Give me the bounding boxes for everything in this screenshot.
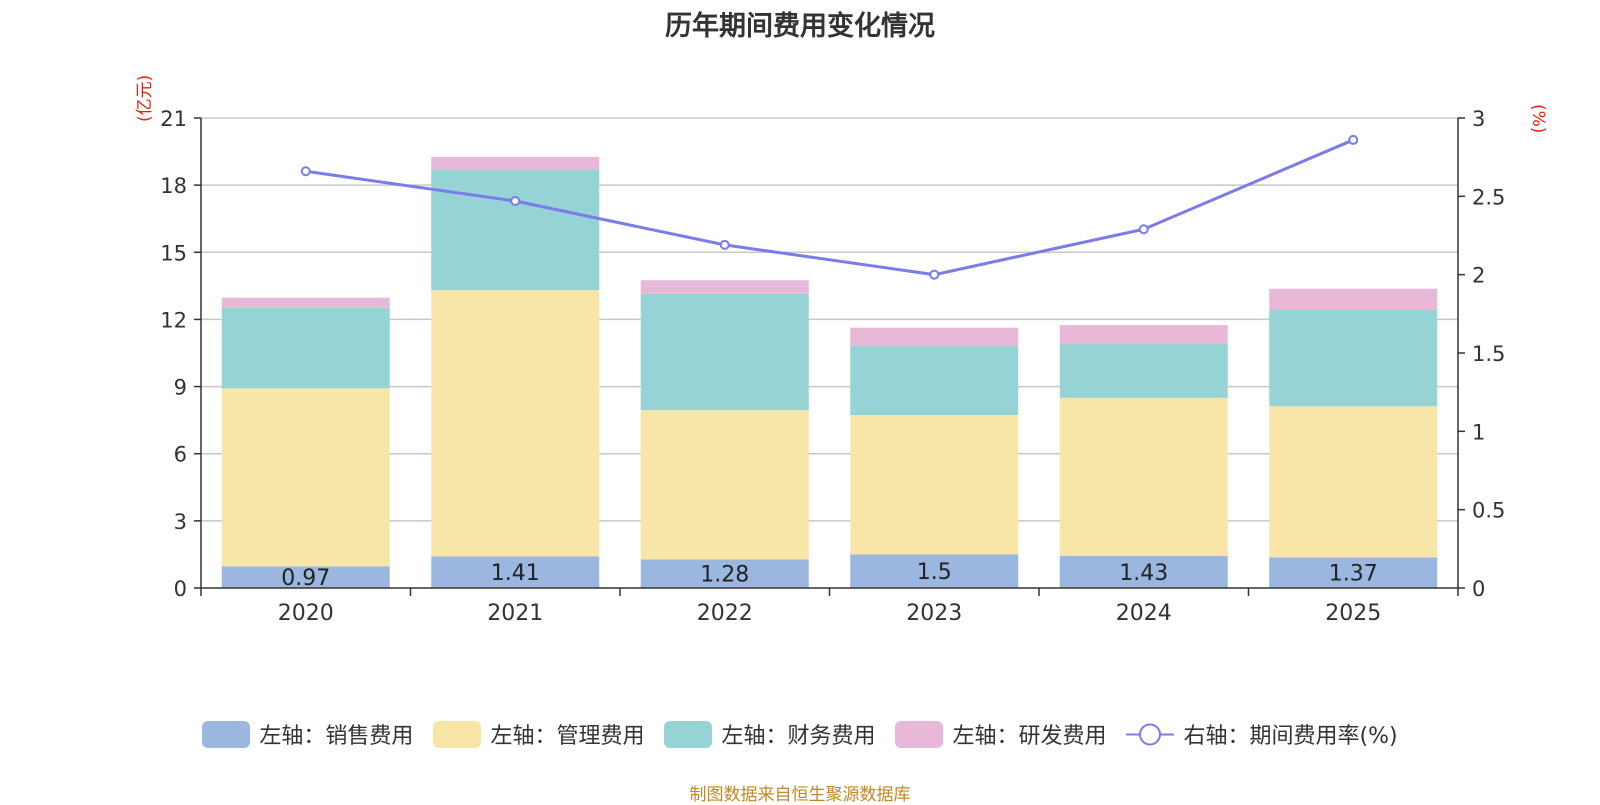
bar-segment <box>640 293 809 411</box>
bar-segment <box>640 559 809 588</box>
bar-segment <box>850 554 1019 588</box>
rate-point <box>300 166 311 177</box>
rate-point <box>1138 224 1149 235</box>
bar-segment <box>640 280 809 294</box>
bar-segment <box>1059 325 1228 345</box>
right-axis-tick-label: 2 <box>1472 264 1485 288</box>
rate-line-path <box>305 138 1354 277</box>
x-axis-tick-label: 2025 <box>1325 601 1381 626</box>
data-label: 1.28 <box>700 563 749 588</box>
left-axis-tick-label: 6 <box>174 443 187 467</box>
legend-swatch-admin <box>433 720 482 748</box>
right-axis-unit: (%) <box>1528 104 1548 134</box>
bar-segment <box>1269 557 1438 588</box>
right-axis-tick-label: 1.5 <box>1472 342 1505 366</box>
bar-segment <box>1269 310 1438 407</box>
legend-item-sales[interactable]: 左轴：销售费用 <box>202 718 413 750</box>
bar-segment <box>1059 344 1228 398</box>
axes: 0 3 6 9 12 15 18 21 0 0.5 1 1.5 2 2.5 3 2020 2021 2022 202… <box>160 107 1505 626</box>
legend-line-icon <box>1126 723 1175 745</box>
left-axis-tick-label: 15 <box>160 241 187 265</box>
x-axis-tick-label: 2020 <box>278 601 334 626</box>
x-axis-tick-label: 2022 <box>697 601 753 626</box>
legend: 左轴：销售费用 左轴：管理费用 左轴：财务费用 左轴：研发费用 右轴：期间费用率… <box>0 718 1600 750</box>
bar-segment <box>431 556 600 588</box>
legend-swatch-rd <box>895 720 944 748</box>
legend-swatch-sales <box>202 720 251 748</box>
bar-segment <box>850 327 1019 346</box>
bar-segment <box>431 290 600 557</box>
bar-segment <box>1059 397 1228 556</box>
left-axis-tick-label: 9 <box>174 376 187 400</box>
chart-title: 历年期间费用变化情况 <box>665 11 935 42</box>
right-axis-tick-label: 0.5 <box>1472 499 1505 523</box>
x-axis-tick-label: 2023 <box>906 601 962 626</box>
legend-item-rate[interactable]: 右轴：期间费用率(%) <box>1126 718 1398 750</box>
bar-segment <box>1059 555 1228 588</box>
bar-segment <box>431 169 600 291</box>
left-axis-tick-label: 18 <box>160 174 187 198</box>
legend-item-admin[interactable]: 左轴：管理费用 <box>433 718 644 750</box>
left-axis-tick-label: 0 <box>174 577 187 601</box>
data-labels: 0.97 1.41 1.28 1.5 1.43 1.37 <box>281 560 1377 591</box>
bar-segment <box>850 414 1019 555</box>
rate-point <box>929 269 940 280</box>
legend-label-finance: 左轴：财务费用 <box>721 724 876 749</box>
legend-label-admin: 左轴：管理费用 <box>490 724 645 749</box>
data-label: 1.41 <box>491 561 540 586</box>
left-axis-unit: (亿元) <box>135 74 155 122</box>
right-axis-tick-label: 3 <box>1472 107 1485 131</box>
bar-segment <box>431 156 600 170</box>
x-axis-tick-label: 2021 <box>487 601 543 626</box>
data-label: 1.43 <box>1119 561 1168 586</box>
right-axis-tick-label: 1 <box>1472 420 1485 444</box>
x-axis-tick-label: 2024 <box>1116 601 1172 626</box>
bar-segment <box>640 410 809 560</box>
data-label: 1.5 <box>917 560 952 585</box>
data-label: 0.97 <box>281 566 330 591</box>
bar-segment <box>221 297 390 308</box>
left-axis-tick-label: 21 <box>160 107 187 131</box>
bar-segment <box>850 345 1019 415</box>
source-note: 制图数据来自恒生聚源数据库 <box>689 785 911 805</box>
rate-point <box>510 196 521 207</box>
bar-segment <box>221 566 390 588</box>
bar-segment <box>221 388 390 567</box>
legend-item-finance[interactable]: 左轴：财务费用 <box>664 718 875 750</box>
rate-point <box>719 239 730 250</box>
legend-swatch-finance <box>664 720 713 748</box>
right-axis-tick-label: 0 <box>1472 577 1485 601</box>
legend-label-sales: 左轴：销售费用 <box>259 724 414 749</box>
data-label: 1.37 <box>1329 562 1378 587</box>
rate-line <box>300 134 1359 280</box>
legend-label-rate: 右轴：期间费用率(%) <box>1183 724 1398 749</box>
legend-item-rd[interactable]: 左轴：研发费用 <box>895 718 1106 750</box>
bar-segment <box>1269 288 1438 311</box>
bar-segment <box>221 307 390 389</box>
left-axis-tick-label: 3 <box>174 510 187 534</box>
bar-series <box>221 156 1438 588</box>
bar-segment <box>1269 406 1438 558</box>
right-axis-tick-label: 2.5 <box>1472 185 1505 209</box>
rate-point <box>1348 134 1359 145</box>
left-axis-tick-label: 12 <box>160 308 187 332</box>
legend-label-rd: 左轴：研发费用 <box>952 724 1107 749</box>
